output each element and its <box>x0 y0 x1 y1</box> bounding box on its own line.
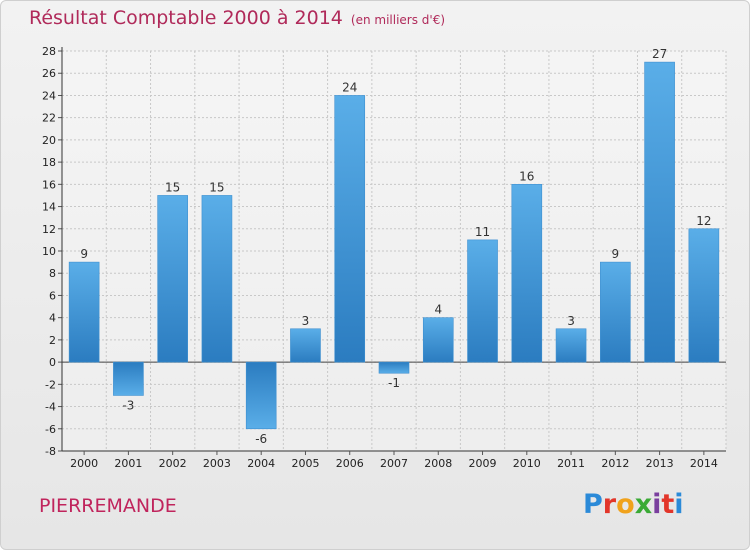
value-label-2000: 9 <box>80 247 88 261</box>
bar-2003 <box>201 195 233 363</box>
value-label-2013: 27 <box>652 47 667 61</box>
bar-2006 <box>334 95 366 363</box>
value-label-2011: 3 <box>567 314 575 328</box>
bar-2011 <box>555 328 587 363</box>
commune-name: PIERREMANDE <box>39 495 177 517</box>
x-tick-label: 2014 <box>690 457 718 470</box>
bar-2010 <box>511 184 543 363</box>
y-tick-label: -8 <box>45 445 56 458</box>
logo-letter: o <box>616 489 635 520</box>
y-tick-label: -6 <box>45 423 56 436</box>
y-tick-label: 4 <box>49 312 56 325</box>
value-label-2008: 4 <box>434 303 442 317</box>
y-tick-label: 18 <box>42 156 56 169</box>
bar-2012 <box>600 261 631 363</box>
value-label-2005: 3 <box>302 314 310 328</box>
x-tick-label: 2012 <box>601 457 629 470</box>
x-tick-label: 2006 <box>336 457 364 470</box>
logo-letter: P <box>583 489 603 520</box>
x-tick-label: 2013 <box>646 457 674 470</box>
value-labels: 9 -3 15 15 -6 3 24 -1 4 11 16 3 9 27 12 <box>80 47 711 446</box>
value-label-2003: 15 <box>209 180 224 194</box>
proxiti-logo: Proxiti <box>583 489 684 520</box>
bar-2000 <box>68 261 100 363</box>
y-tick-label: -2 <box>45 378 56 391</box>
y-tick-label: 16 <box>42 178 56 191</box>
y-tick-label: 2 <box>49 334 56 347</box>
value-label-2007: -1 <box>388 376 400 390</box>
value-label-2010: 16 <box>519 169 534 183</box>
bar-2009 <box>467 239 498 363</box>
y-tick-label: 8 <box>49 267 56 280</box>
y-tick-label: 10 <box>42 245 56 258</box>
bar-2001 <box>113 361 144 396</box>
bar-2013 <box>644 61 675 363</box>
x-tick-label: 2003 <box>203 457 231 470</box>
logo-letter: x <box>634 489 653 520</box>
bar-2002 <box>157 195 188 363</box>
y-tick-label: 6 <box>49 289 56 302</box>
y-tick-label: 22 <box>42 112 56 125</box>
logo-letter: i <box>652 489 662 520</box>
bar-2004 <box>245 361 277 430</box>
x-tick-label: 2002 <box>159 457 187 470</box>
y-tick-label: 0 <box>49 356 56 369</box>
chart-title-text: Résultat Comptable 2000 à 2014 <box>29 7 343 29</box>
value-label-2014: 12 <box>696 214 711 228</box>
logo-letter: t <box>661 489 675 520</box>
value-label-2001: -3 <box>122 398 134 412</box>
x-tick-label: 2005 <box>291 457 319 470</box>
x-tick-label: 2004 <box>247 457 275 470</box>
bar-2007 <box>378 361 410 374</box>
value-label-2004: -6 <box>255 432 267 446</box>
bar-2008 <box>422 317 454 363</box>
x-tick-label: 2009 <box>469 457 497 470</box>
x-tick-label: 2001 <box>114 457 142 470</box>
y-tick-label: 28 <box>42 45 56 58</box>
bars <box>68 61 720 430</box>
x-tick-label: 2011 <box>557 457 585 470</box>
value-label-2002: 15 <box>165 180 180 194</box>
logo-letter: i <box>674 489 684 520</box>
value-label-2009: 11 <box>475 225 490 239</box>
y-tick-label: 26 <box>42 67 56 80</box>
value-label-2006: 24 <box>342 80 357 94</box>
y-tick-label: -4 <box>45 401 56 414</box>
bar-2005 <box>290 328 321 363</box>
x-tick-label: 2000 <box>70 457 98 470</box>
value-label-2012: 9 <box>612 247 620 261</box>
y-tick-label: 24 <box>42 89 56 102</box>
x-tick-label: 2007 <box>380 457 408 470</box>
x-tick-label: 2008 <box>424 457 452 470</box>
logo-letter: r <box>602 489 617 520</box>
y-tick-label: 14 <box>42 201 56 214</box>
chart-subtitle: (en milliers d'€) <box>350 13 446 27</box>
y-tick-label: 12 <box>42 223 56 236</box>
x-tick-label: 2010 <box>513 457 541 470</box>
bar-2014 <box>688 228 720 363</box>
y-tick-label: 20 <box>42 134 56 147</box>
chart-title: Résultat Comptable 2000 à 2014 (en millie… <box>29 7 445 29</box>
